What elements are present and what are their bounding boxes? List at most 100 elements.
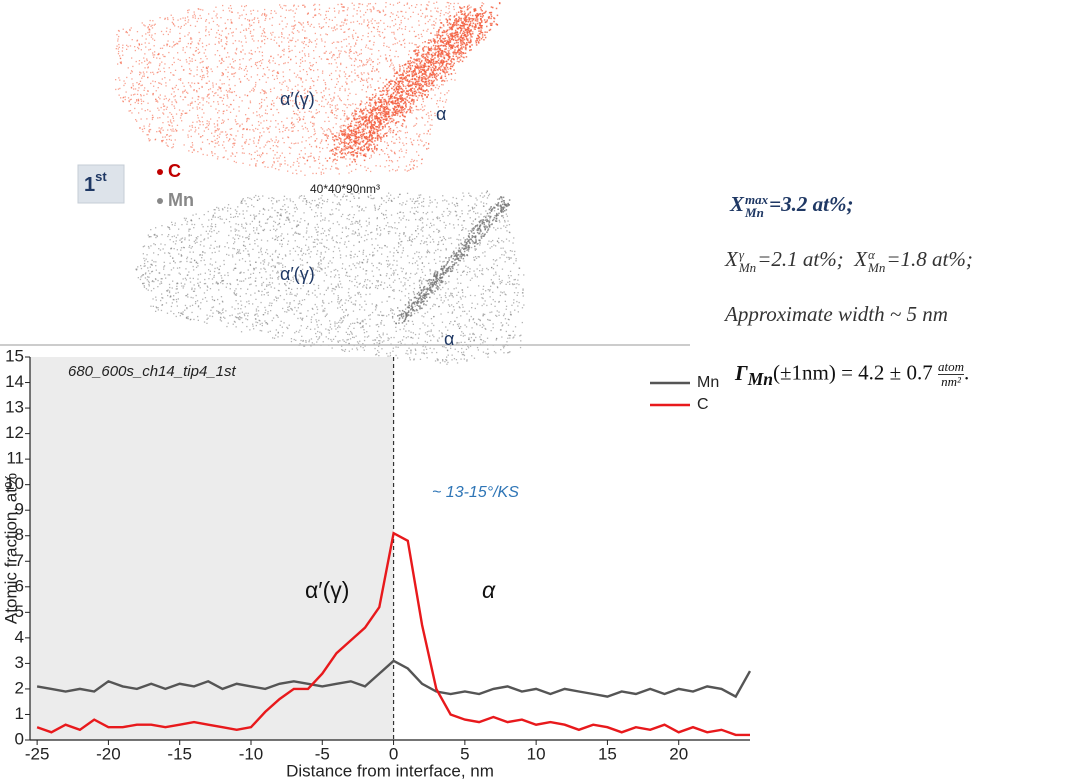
atom-dot (131, 57, 133, 59)
atom-dot (187, 16, 189, 18)
atom-dot (333, 92, 336, 94)
atom-dot (426, 244, 428, 246)
atom-dot (388, 115, 391, 118)
atom-dot (147, 31, 149, 34)
atom-dot (193, 75, 195, 77)
atom-dot (334, 107, 337, 109)
atom-dot (403, 67, 405, 69)
atom-dot (474, 203, 476, 205)
atom-dot (131, 39, 133, 41)
atom-dot (141, 62, 143, 64)
atom-dot (372, 131, 375, 133)
atom-dot (350, 130, 353, 132)
atom-dot (421, 56, 424, 58)
atom-dot (461, 56, 463, 58)
atom-dot (313, 134, 315, 136)
atom-dot (362, 134, 364, 137)
atom-dot (435, 22, 437, 24)
atom-dot (223, 60, 225, 62)
atom-dot (174, 86, 176, 89)
atom-dot (251, 124, 253, 126)
atom-dot (422, 100, 424, 103)
atom-dot (221, 309, 224, 311)
atom-dot (272, 145, 274, 147)
atom-dot (282, 126, 285, 128)
atom-dot (291, 130, 293, 132)
atom-dot (220, 87, 222, 89)
atom-dot (386, 108, 388, 110)
atom-dot (130, 98, 132, 100)
atom-dot (184, 51, 186, 54)
atom-dot (338, 97, 341, 99)
atom-dot (368, 40, 371, 42)
atom-dot (379, 94, 382, 96)
atom-dot (175, 43, 177, 45)
atom-dot (359, 134, 362, 137)
atom-dot (238, 110, 240, 112)
atom-dot (378, 262, 380, 264)
atom-dot (355, 143, 357, 146)
atom-dot (337, 295, 339, 297)
atom-dot (438, 34, 440, 36)
atom-dot (334, 105, 337, 107)
atom-dot (242, 128, 244, 131)
atom-dot (337, 136, 339, 138)
atom-dot (340, 149, 343, 152)
atom-dot (386, 142, 388, 144)
atom-dot (118, 94, 120, 96)
atom-dot (402, 106, 404, 109)
atom-dot (336, 41, 338, 43)
atom-dot (184, 237, 186, 239)
atom-dot (396, 160, 399, 162)
atom-dot (341, 6, 343, 8)
atom-dot (253, 22, 255, 24)
atom-dot (235, 316, 238, 319)
atom-dot (339, 52, 341, 55)
atom-dot (370, 134, 372, 136)
atom-dot (202, 153, 204, 156)
atom-dot (310, 23, 313, 26)
atom-dot (271, 34, 273, 36)
atom-dot (318, 26, 321, 28)
atom-dot (370, 20, 372, 22)
atom-dot (390, 101, 393, 104)
atom-dot (421, 158, 423, 161)
atom-dot (431, 119, 433, 121)
atom-dot (163, 105, 165, 107)
atom-dot (356, 131, 358, 133)
atom-dot (366, 142, 368, 145)
atom-dot (370, 31, 373, 33)
atom-dot (320, 58, 323, 60)
atom-dot (260, 60, 262, 62)
atom-dot (331, 133, 333, 135)
atom-dot (140, 84, 142, 87)
atom-dot (330, 111, 332, 113)
atom-dot (404, 91, 406, 94)
atom-dot (261, 98, 263, 101)
atom-dot (354, 135, 357, 137)
atom-dot (426, 15, 428, 17)
atom-dot (348, 128, 350, 130)
atom-dot (372, 68, 374, 70)
atom-dot (462, 295, 464, 297)
atom-dot (384, 85, 386, 87)
atom-dot (462, 21, 464, 24)
atom-dot (467, 8, 469, 10)
atom-dot (276, 237, 278, 239)
atom-dot (429, 73, 431, 76)
atom-dot (229, 63, 231, 65)
atom-dot (340, 40, 343, 43)
atom-dot (343, 129, 345, 131)
atom-dot (355, 51, 357, 53)
atom-dot (197, 42, 199, 44)
atom-dot (354, 115, 356, 117)
atom-dot (367, 73, 370, 75)
atom-dot (214, 129, 216, 132)
atom-dot (404, 116, 406, 118)
atom-dot (139, 80, 142, 82)
atom-dot (271, 140, 273, 142)
atom-dot (439, 19, 441, 21)
atom-dot (381, 111, 383, 114)
atom-dot (294, 85, 297, 87)
atom-dot (293, 123, 295, 125)
